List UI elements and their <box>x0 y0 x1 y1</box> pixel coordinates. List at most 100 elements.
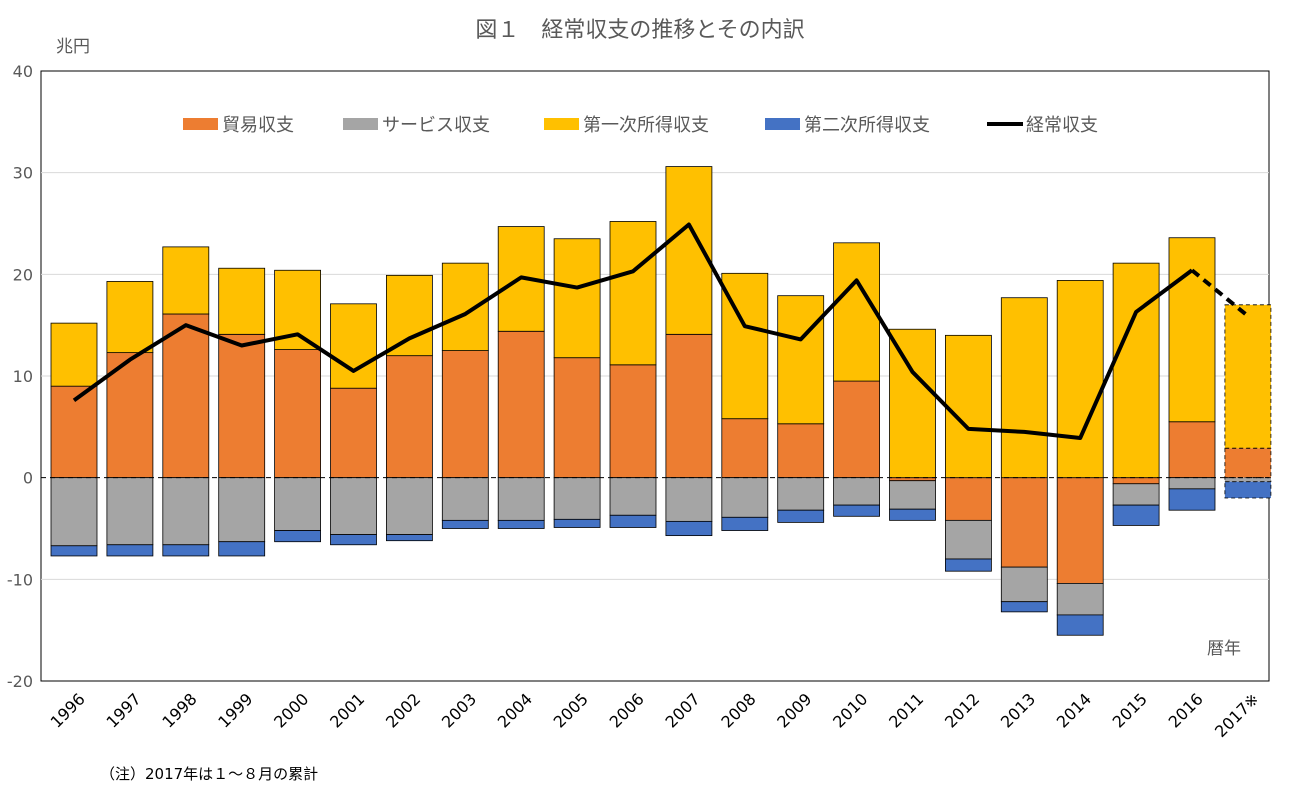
bar-第一次所得収支-1997 <box>106 281 154 354</box>
bar-サービス収支-2012 <box>945 519 992 560</box>
y-tick-label: 0 <box>23 469 33 488</box>
legend-swatch <box>183 118 218 130</box>
x-tick-label: 2005 <box>550 689 592 731</box>
y-tick-label: 40 <box>13 62 33 81</box>
x-tick-label: 2003 <box>438 689 480 731</box>
bar-貿易収支-2013 <box>1000 477 1048 568</box>
bar-第一次所得収支-2017※ <box>1224 304 1272 449</box>
bar-貿易収支-1996 <box>50 385 98 479</box>
bar-貿易収支-2006 <box>609 364 657 479</box>
x-axis-label: 暦年 <box>1207 639 1241 659</box>
bar-第二次所得収支-2001 <box>330 534 377 546</box>
bar-第一次所得収支-2016 <box>1168 237 1216 423</box>
x-tick-label: 2016 <box>1165 689 1207 731</box>
x-tick-label: 2012 <box>941 689 983 731</box>
bar-第一次所得収支-1999 <box>218 267 266 335</box>
bar-第一次所得収支-2011 <box>889 328 936 479</box>
bar-サービス収支-2013 <box>1000 566 1048 603</box>
legend: 貿易収支 サービス収支 第一次所得収支 第二次所得収支 経常収支 <box>183 115 1098 136</box>
y-axis-unit-label: 兆円 <box>56 37 90 57</box>
bar-第一次所得収支-2006 <box>609 221 657 366</box>
bar-第二次所得収支-2002 <box>385 534 433 542</box>
chart-title: 図１ 経常収支の推移とその内訳 <box>475 18 804 43</box>
y-tick-label: -20 <box>7 672 33 691</box>
legend-swatch <box>765 118 800 130</box>
x-tick-label: 1997 <box>103 689 145 731</box>
bar-サービス収支-2015 <box>1112 483 1160 506</box>
x-tick-label: 2017※ <box>1211 689 1263 741</box>
bar-第二次所得収支-2007 <box>665 520 713 537</box>
bar-第二次所得収支-2008 <box>721 516 769 531</box>
bar-第一次所得収支-2015 <box>1112 262 1160 479</box>
current-account-line <box>72 222 1250 441</box>
x-tick-label: 2001 <box>326 689 368 731</box>
bar-サービス収支-2011 <box>889 480 936 510</box>
line-経常収支-partial <box>1190 268 1250 318</box>
bar-第二次所得収支-2011 <box>889 508 936 521</box>
bar-貿易収支-1999 <box>218 333 266 479</box>
bar-貿易収支-2001 <box>330 387 377 479</box>
legend-label: 第一次所得収支 <box>583 115 709 136</box>
bar-サービス収支-1997 <box>106 477 154 546</box>
bar-貿易収支-2005 <box>553 357 601 479</box>
bar-第一次所得収支-2003 <box>441 262 489 351</box>
footnote: （注）2017年は１～８月の累計 <box>100 765 318 783</box>
bar-第一次所得収支-2005 <box>553 238 601 359</box>
bar-第二次所得収支-2004 <box>497 519 545 529</box>
bar-第二次所得収支-1996 <box>50 545 98 557</box>
bar-サービス収支-2007 <box>665 477 713 522</box>
x-tick-label: 1998 <box>158 689 200 731</box>
bar-サービス収支-2008 <box>721 477 769 518</box>
bar-サービス収支-2009 <box>777 477 825 511</box>
y-tick-label: 20 <box>13 265 33 284</box>
bar-第一次所得収支-2012 <box>945 334 992 479</box>
bar-第一次所得収支-1998 <box>162 246 210 315</box>
bar-サービス収支-2004 <box>497 477 545 521</box>
bar-第二次所得収支-1997 <box>106 544 154 557</box>
bar-貿易収支-2008 <box>721 418 769 479</box>
bar-サービス収支-2002 <box>385 477 433 535</box>
bar-貿易収支-2007 <box>665 333 713 479</box>
x-tick-label: 2010 <box>829 689 871 731</box>
bar-第一次所得収支-1996 <box>50 322 98 387</box>
bar-サービス収支-2014 <box>1056 583 1104 616</box>
bar-第一次所得収支-2001 <box>330 303 377 389</box>
bar-貿易収支-2015 <box>1112 477 1160 485</box>
bar-貿易収支-1998 <box>162 313 210 479</box>
bar-第二次所得収支-1999 <box>218 541 266 557</box>
x-tick-label: 2004 <box>494 689 536 731</box>
bar-サービス収支-2001 <box>330 477 377 535</box>
x-tick-label: 2006 <box>606 689 648 731</box>
x-tick-label: 2007 <box>662 689 704 731</box>
bar-貿易収支-2003 <box>441 350 489 479</box>
bar-第二次所得収支-2014 <box>1056 614 1104 636</box>
x-tick-label: 2013 <box>997 689 1039 731</box>
bar-サービス収支-1998 <box>162 477 210 546</box>
x-tick-label: 1999 <box>214 689 256 731</box>
bar-第二次所得収支-2010 <box>833 504 880 517</box>
bar-第一次所得収支-2002 <box>385 274 433 357</box>
x-tick-label: 2008 <box>717 689 759 731</box>
x-tick-label: 1996 <box>47 689 89 731</box>
bar-貿易収支-2010 <box>833 380 880 479</box>
bar-第二次所得収支-2013 <box>1000 601 1048 613</box>
x-tick-label: 2002 <box>382 689 424 731</box>
x-tick-label: 2014 <box>1053 689 1095 731</box>
x-tick-label: 2015 <box>1109 689 1151 731</box>
bar-貿易収支-2014 <box>1056 477 1104 584</box>
bar-サービス収支-2000 <box>274 477 322 531</box>
bar-貿易収支-2004 <box>497 330 545 479</box>
x-tick-label: 2009 <box>773 689 815 731</box>
bar-第二次所得収支-2015 <box>1112 504 1160 526</box>
y-tick-label: 30 <box>13 164 33 183</box>
bar-第二次所得収支-2003 <box>441 519 489 529</box>
bar-貿易収支-2012 <box>945 477 992 521</box>
x-tick-label: 2000 <box>270 689 312 731</box>
legend-label: 経常収支 <box>1026 115 1098 136</box>
y-axis-ticks: -20 -10 0 10 20 30 40 <box>7 62 33 691</box>
bar-第二次所得収支-2005 <box>553 518 601 528</box>
bar-サービス収支-2005 <box>553 477 601 520</box>
bar-第二次所得収支-2009 <box>777 509 825 523</box>
bar-貿易収支-2000 <box>274 349 322 479</box>
bar-貿易収支-2016 <box>1168 421 1216 479</box>
